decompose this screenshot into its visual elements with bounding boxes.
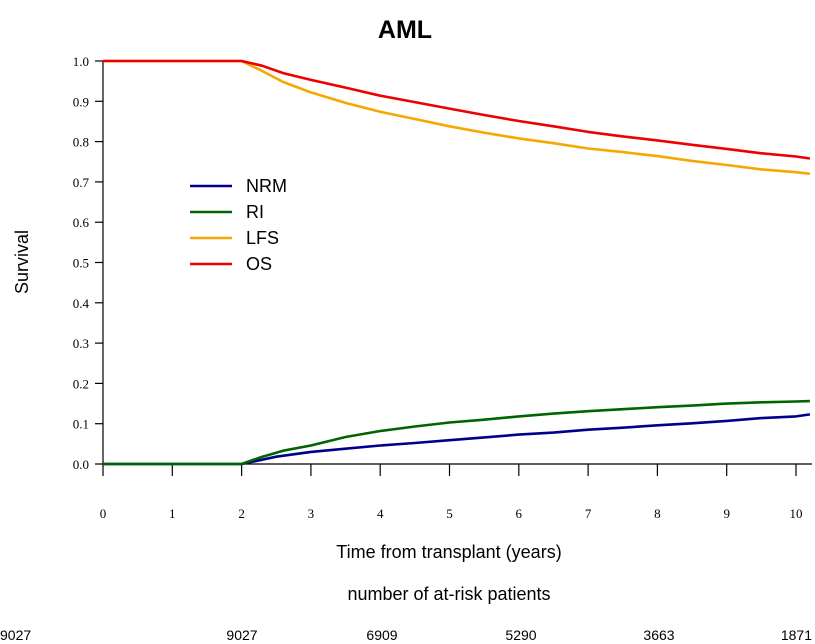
x-tick-label: 0 <box>100 506 107 521</box>
series-line-lfs <box>103 59 811 176</box>
x-tick-label: 9 <box>723 506 730 521</box>
x-tick-label: 3 <box>308 506 315 521</box>
at-risk-count: 5290 <box>505 627 536 643</box>
y-axis-label: Survival <box>12 230 32 294</box>
series-line-os <box>103 59 811 160</box>
x-axis: 0 1 2 3 4 5 6 7 8 9 10 <box>100 463 812 521</box>
chart-title: AML <box>378 16 432 44</box>
y-tick-label: 0.8 <box>73 135 89 150</box>
y-axis: 0.0 0.1 0.2 0.3 0.4 0.5 0.6 0.7 0.8 0.9 1.0 <box>73 54 104 472</box>
x-tick-label: 7 <box>585 506 592 521</box>
x-tick-label: 5 <box>446 506 453 521</box>
at-risk-count: 3663 <box>643 627 674 643</box>
y-tick-label: 0.1 <box>73 417 89 432</box>
y-tick-label: 0.3 <box>73 336 89 351</box>
x-tick-label: 2 <box>238 506 245 521</box>
legend-label-os: OS <box>246 254 272 274</box>
x-axis-label: Time from transplant (years) <box>336 542 561 562</box>
plot-lines <box>103 59 811 466</box>
at-risk-count: 1871 <box>781 627 812 643</box>
series-line-nrm <box>103 413 811 466</box>
legend-label-nrm: NRM <box>246 176 287 196</box>
at-risk-count: 9027 <box>226 627 257 643</box>
x-tick-label: 4 <box>377 506 384 521</box>
y-tick-label: 0.9 <box>73 94 89 109</box>
legend: NRM RI LFS OS <box>190 176 287 274</box>
y-tick-label: 1.0 <box>73 54 89 69</box>
y-tick-label: 0.7 <box>73 175 90 190</box>
legend-label-lfs: LFS <box>246 228 279 248</box>
x-tick-label: 8 <box>654 506 661 521</box>
x-tick-label: 10 <box>790 506 803 521</box>
y-tick-label: 0.5 <box>73 256 89 271</box>
x-tick-label: 6 <box>516 506 523 521</box>
y-tick-label: 0.0 <box>73 457 89 472</box>
legend-label-ri: RI <box>246 202 264 222</box>
x-tick-label: 1 <box>169 506 176 521</box>
at-risk-counts: 9027 9027 6909 5290 3663 1871 <box>0 627 812 643</box>
y-tick-label: 0.2 <box>73 376 89 391</box>
at-risk-count: 9027 <box>0 627 31 643</box>
y-tick-label: 0.4 <box>73 296 90 311</box>
at-risk-count: 6909 <box>366 627 397 643</box>
y-tick-label: 0.6 <box>73 215 90 230</box>
at-risk-label: number of at-risk patients <box>347 584 550 604</box>
series-line-ri <box>103 399 810 466</box>
